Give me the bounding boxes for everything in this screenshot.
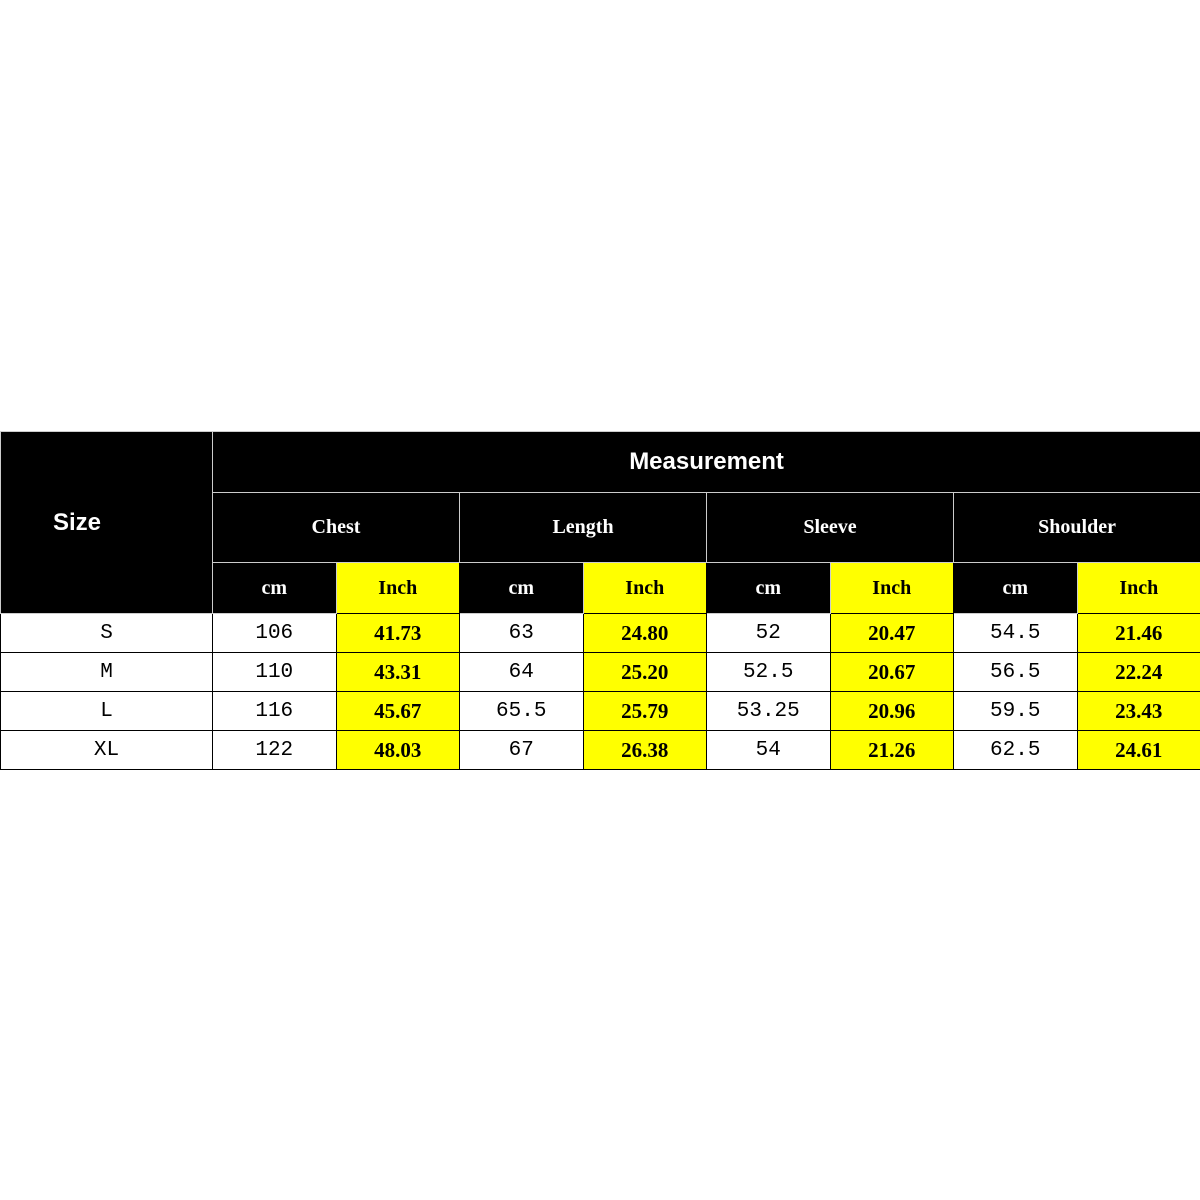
unit-header-cm: cm	[212, 562, 337, 614]
unit-header-cm: cm	[706, 562, 831, 614]
cm-cell: 106	[212, 613, 337, 653]
inch-cell: 24.80	[582, 613, 707, 653]
unit-header-inch: Inch	[1076, 562, 1200, 614]
cm-cell: 63	[459, 613, 584, 653]
cm-cell: 116	[212, 691, 337, 731]
unit-header-cm: cm	[459, 562, 584, 614]
unit-header-cm: cm	[953, 562, 1078, 614]
size-cell: S	[0, 613, 213, 653]
inch-cell: 20.47	[829, 613, 954, 653]
cm-cell: 59.5	[953, 691, 1078, 731]
inch-cell: 43.31	[335, 652, 460, 692]
chest-header: Chest	[212, 492, 460, 563]
size-chart-table: Size Measurement Chest Length Sleeve Sho…	[0, 431, 1200, 770]
size-header: Size	[0, 431, 213, 614]
inch-cell: 41.73	[335, 613, 460, 653]
inch-cell: 26.38	[582, 730, 707, 770]
table-row: M 110 43.31 64 25.20 52.5 20.67 56.5 22.24	[0, 652, 1200, 692]
inch-cell: 48.03	[335, 730, 460, 770]
table-row: S 106 41.73 63 24.80 52 20.47 54.5 21.46	[0, 613, 1200, 653]
cm-cell: 65.5	[459, 691, 584, 731]
measurement-header: Measurement	[211, 431, 1200, 493]
inch-cell: 20.96	[829, 691, 954, 731]
inch-cell: 22.24	[1076, 652, 1200, 692]
size-cell: L	[0, 691, 213, 731]
cm-cell: 54	[706, 730, 831, 770]
cm-cell: 54.5	[953, 613, 1078, 653]
inch-cell: 21.26	[829, 730, 954, 770]
unit-header-inch: Inch	[335, 562, 460, 614]
cm-cell: 110	[212, 652, 337, 692]
length-header: Length	[459, 492, 707, 563]
cm-cell: 122	[212, 730, 337, 770]
inch-cell: 45.67	[335, 691, 460, 731]
cm-cell: 64	[459, 652, 584, 692]
cm-cell: 67	[459, 730, 584, 770]
cm-cell: 53.25	[706, 691, 831, 731]
cm-cell: 62.5	[953, 730, 1078, 770]
cm-cell: 52	[706, 613, 831, 653]
inch-cell: 25.79	[582, 691, 707, 731]
inch-cell: 23.43	[1076, 691, 1200, 731]
unit-header-inch: Inch	[582, 562, 707, 614]
cm-cell: 52.5	[706, 652, 831, 692]
unit-header-inch: Inch	[829, 562, 954, 614]
table-row: XL 122 48.03 67 26.38 54 21.26 62.5 24.61	[0, 730, 1200, 770]
size-cell: M	[0, 652, 213, 692]
inch-cell: 24.61	[1076, 730, 1200, 770]
inch-cell: 20.67	[829, 652, 954, 692]
cm-cell: 56.5	[953, 652, 1078, 692]
inch-cell: 25.20	[582, 652, 707, 692]
table-row: L 116 45.67 65.5 25.79 53.25 20.96 59.5 23.43	[0, 691, 1200, 731]
inch-cell: 21.46	[1076, 613, 1200, 653]
sleeve-header: Sleeve	[706, 492, 954, 563]
size-cell: XL	[0, 730, 213, 770]
shoulder-header: Shoulder	[952, 492, 1200, 563]
